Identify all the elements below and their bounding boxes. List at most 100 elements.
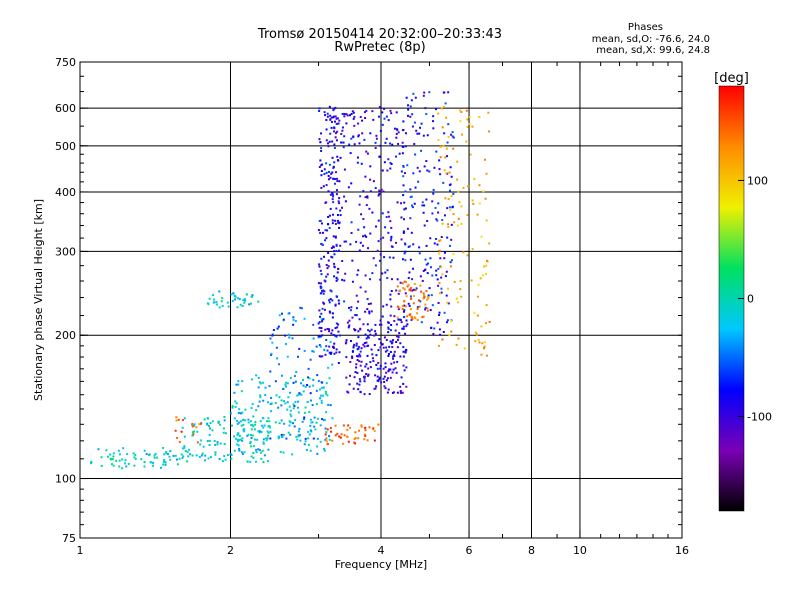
data-point	[320, 312, 323, 315]
data-point	[397, 131, 400, 134]
data-point	[409, 188, 412, 191]
data-point	[335, 189, 338, 192]
data-point	[416, 166, 419, 169]
data-point	[221, 305, 224, 308]
data-point	[363, 111, 366, 114]
data-point	[302, 390, 305, 393]
data-point	[421, 279, 424, 282]
data-point	[112, 455, 115, 458]
data-point	[206, 423, 209, 426]
data-point	[368, 312, 371, 315]
data-point	[341, 112, 344, 115]
data-point	[318, 355, 321, 358]
data-point	[274, 421, 277, 424]
data-point	[222, 427, 225, 430]
data-point	[214, 453, 217, 456]
data-point	[321, 355, 324, 358]
data-point	[391, 391, 394, 394]
stats-x-mode: mean, sd,X: 99.6, 24.8	[596, 45, 710, 56]
data-point	[195, 454, 198, 457]
data-point	[364, 274, 367, 277]
data-point	[262, 399, 265, 402]
data-point	[420, 149, 423, 152]
data-point	[410, 231, 413, 234]
data-point	[407, 276, 410, 279]
data-point	[305, 449, 308, 452]
data-point	[375, 363, 378, 366]
data-point	[409, 295, 412, 298]
data-point	[363, 438, 366, 441]
data-point	[405, 385, 408, 388]
data-point	[361, 369, 364, 372]
data-point	[148, 453, 151, 456]
data-point	[426, 272, 429, 275]
data-point	[419, 284, 422, 287]
data-point	[329, 427, 332, 430]
data-point	[319, 159, 322, 162]
data-point	[427, 297, 430, 300]
data-point	[371, 272, 374, 275]
data-point	[306, 384, 309, 387]
data-point	[403, 304, 406, 307]
data-point	[474, 331, 477, 334]
colorbar-tick-label: -100	[747, 411, 772, 424]
data-point	[443, 169, 446, 172]
data-point	[207, 303, 210, 306]
data-point	[356, 382, 359, 385]
data-point	[280, 404, 283, 407]
data-point	[345, 113, 348, 116]
data-point	[370, 310, 373, 313]
data-point	[409, 258, 412, 261]
data-point	[244, 408, 247, 411]
data-point	[379, 341, 382, 344]
data-point	[320, 149, 323, 152]
data-point	[434, 108, 437, 111]
data-point	[396, 346, 399, 349]
data-point	[414, 186, 417, 189]
data-point	[307, 437, 310, 440]
data-point	[262, 442, 265, 445]
data-point	[442, 144, 445, 147]
data-point	[286, 401, 289, 404]
data-point	[332, 166, 335, 169]
data-point	[285, 385, 288, 388]
data-point	[251, 295, 254, 298]
data-point	[438, 328, 441, 331]
data-point	[327, 145, 330, 148]
data-point	[388, 256, 391, 259]
data-point	[218, 458, 221, 461]
data-point	[289, 391, 292, 394]
data-point	[460, 222, 463, 225]
data-point	[238, 408, 241, 411]
data-point	[191, 425, 194, 428]
data-point	[308, 385, 311, 388]
data-point	[352, 345, 355, 348]
data-point	[384, 366, 387, 369]
data-point	[178, 457, 181, 460]
data-point	[214, 443, 217, 446]
data-point	[355, 240, 358, 243]
data-point	[237, 440, 240, 443]
data-point	[261, 424, 264, 427]
data-point	[378, 338, 381, 341]
data-point	[221, 297, 224, 300]
data-point	[390, 290, 393, 293]
data-point	[398, 332, 401, 335]
data-point	[447, 91, 450, 94]
data-point	[467, 185, 470, 188]
data-point	[331, 299, 334, 302]
data-point	[387, 370, 390, 373]
data-point	[418, 132, 421, 135]
data-point	[462, 186, 465, 189]
data-point	[410, 315, 413, 318]
data-point	[346, 114, 349, 117]
data-point	[318, 326, 321, 329]
data-point	[266, 430, 269, 433]
data-point	[360, 424, 363, 427]
data-point	[369, 333, 372, 336]
data-point	[337, 267, 340, 270]
data-point	[410, 204, 413, 207]
data-point	[381, 315, 384, 318]
data-point	[183, 446, 186, 449]
data-point	[316, 445, 319, 448]
